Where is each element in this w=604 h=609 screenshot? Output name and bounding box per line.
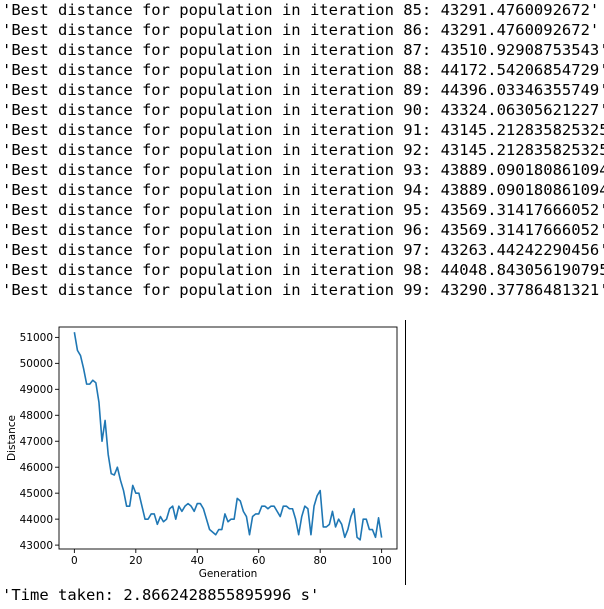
log-line: 'Best distance for population in iterati… [2, 161, 604, 179]
log-line: 'Best distance for population in iterati… [2, 121, 604, 139]
x-tick-label: 20 [129, 555, 142, 567]
x-tick-label: 0 [71, 555, 78, 567]
y-tick-label: 46000 [20, 462, 53, 474]
x-axis-label: Generation [199, 568, 258, 580]
log-line: 'Best distance for population in iterati… [2, 181, 604, 199]
output-scroll-divider [405, 320, 406, 585]
y-tick-label: 48000 [20, 410, 53, 422]
log-line: 'Best distance for population in iterati… [2, 1, 600, 19]
y-tick-label: 51000 [20, 332, 53, 344]
x-tick-label: 40 [191, 555, 204, 567]
y-tick-label: 50000 [20, 358, 53, 370]
chart-axes [58, 326, 398, 550]
log-line: 'Best distance for population in iterati… [2, 261, 604, 279]
chart-ticks: 0 20 40 60 80 100 43000 44000 45000 46000 47000 480… [20, 332, 392, 567]
log-line: 'Best distance for population in iterati… [2, 241, 604, 259]
log-line: 'Best distance for population in iterati… [2, 201, 604, 219]
log-line: 'Best distance for population in iterati… [2, 281, 604, 299]
log-line: 'Best distance for population in iterati… [2, 141, 604, 159]
y-axis-label: Distance [6, 415, 18, 461]
y-tick-label: 45000 [20, 488, 53, 500]
log-line: 'Best distance for population in iterati… [2, 61, 604, 79]
log-line: 'Best distance for population in iterati… [2, 101, 604, 119]
output-log: 'Best distance for population in iterati… [2, 0, 604, 300]
log-line: 'Best distance for population in iterati… [2, 81, 604, 99]
distance-chart: 0 20 40 60 80 100 43000 44000 45000 46000 47000 480… [6, 326, 398, 580]
log-line: 'Best distance for population in iterati… [2, 41, 604, 59]
distance-series-line [73, 332, 383, 541]
log-line: 'Best distance for population in iterati… [2, 21, 600, 39]
x-tick-label: 60 [252, 555, 265, 567]
y-tick-label: 44000 [20, 514, 53, 526]
plot-frame [58, 326, 398, 550]
x-tick-label: 100 [372, 555, 392, 567]
time-taken-text: 'Time taken: 2.8662428855895996 s' [2, 586, 320, 604]
y-tick-label: 47000 [20, 436, 53, 448]
y-tick-label: 49000 [20, 384, 53, 396]
y-tick-label: 43000 [20, 540, 53, 552]
log-line: 'Best distance for population in iterati… [2, 221, 604, 239]
x-tick-label: 80 [313, 555, 326, 567]
